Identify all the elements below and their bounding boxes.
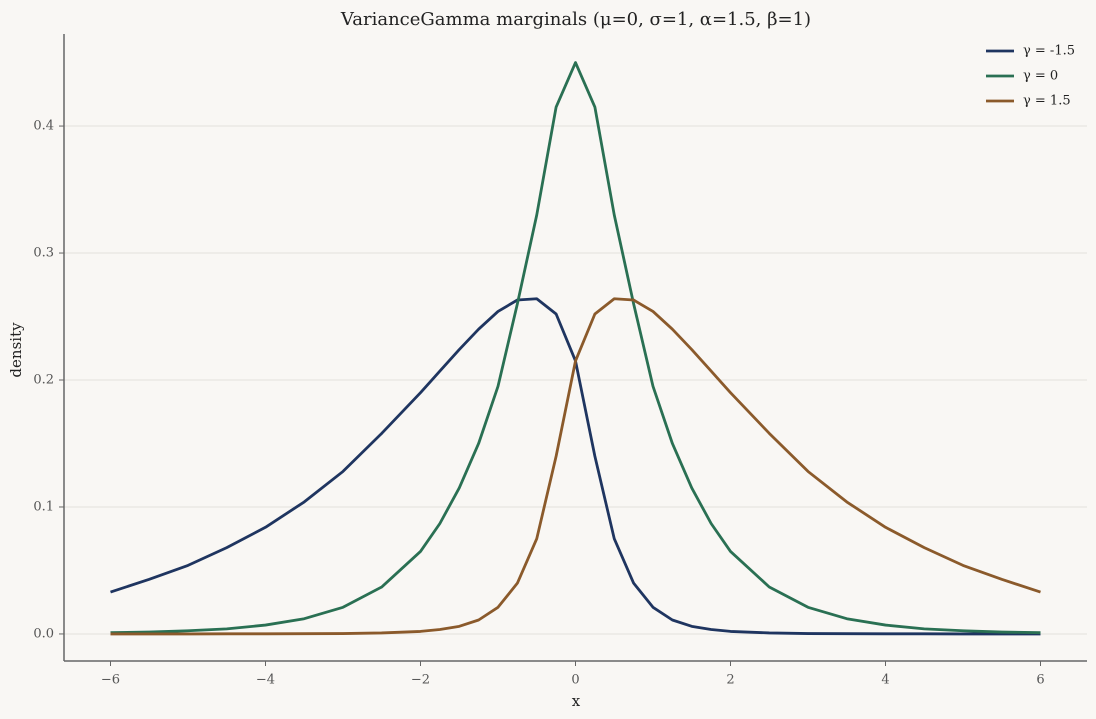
x-tick-label: −4 bbox=[256, 673, 275, 688]
y-tick-label: 0.0 bbox=[33, 626, 54, 641]
legend-label: γ = -1.5 bbox=[1023, 44, 1075, 59]
line-series bbox=[110, 61, 1041, 635]
y-tick-label: 0.4 bbox=[33, 119, 54, 134]
legend-label: γ = 1.5 bbox=[1023, 94, 1071, 109]
chart-title: VarianceGamma marginals (μ=0, σ=1, α=1.5… bbox=[340, 9, 811, 30]
x-tick-label: −6 bbox=[101, 673, 120, 688]
y-tick-label: 0.1 bbox=[33, 499, 54, 514]
x-tick-label: 4 bbox=[881, 673, 889, 688]
x-tick-label: −2 bbox=[411, 673, 430, 688]
x-tick-label: 2 bbox=[726, 673, 734, 688]
x-axis-label: x bbox=[572, 692, 581, 710]
legend-label: γ = 0 bbox=[1023, 69, 1058, 84]
y-tick-label: 0.2 bbox=[33, 373, 54, 388]
line-series bbox=[110, 297, 1041, 636]
x-tick-label: 0 bbox=[571, 673, 579, 688]
y-tick-label: 0.3 bbox=[33, 246, 54, 261]
x-tick-label: 6 bbox=[1036, 673, 1044, 688]
y-axis-label: density bbox=[7, 322, 25, 378]
